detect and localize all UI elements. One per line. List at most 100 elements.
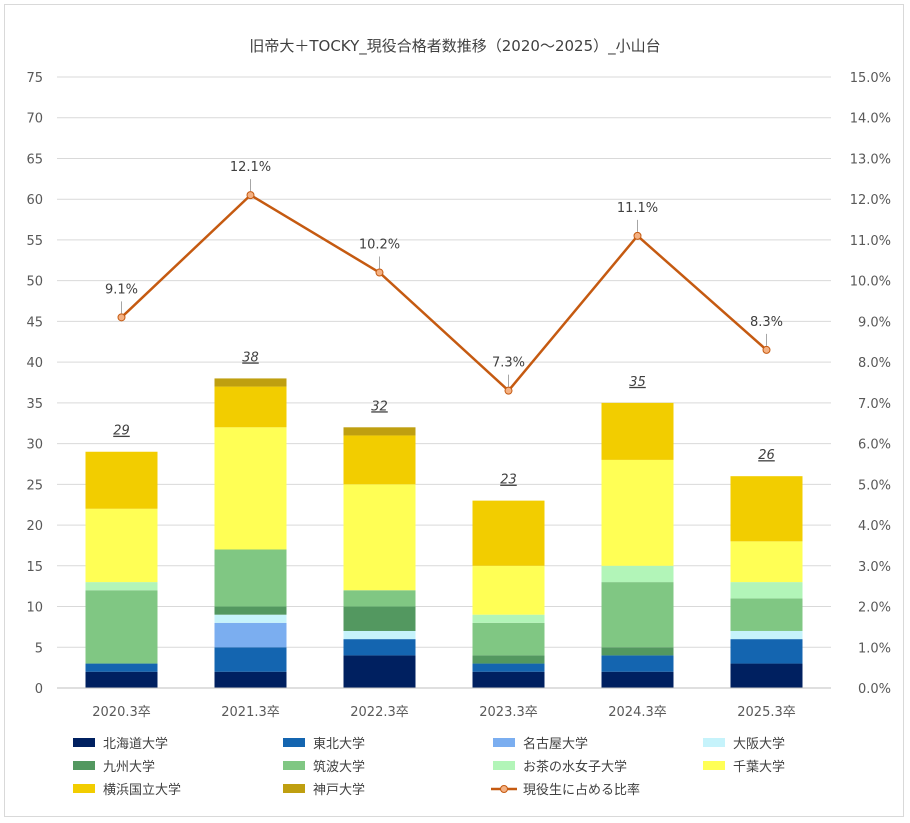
legend-swatch xyxy=(283,738,305,747)
bar-segment xyxy=(601,647,674,656)
y2-tick-label: 3.0% xyxy=(858,560,891,575)
y2-tick-label: 4.0% xyxy=(858,519,891,534)
bar-segment xyxy=(730,598,803,631)
legend-swatch xyxy=(703,761,725,770)
y2-tick-label: 11.0% xyxy=(850,234,891,249)
bar-segment xyxy=(472,614,545,623)
bar-segment xyxy=(214,614,287,623)
bar-total-label: 23 xyxy=(500,473,517,488)
y2-tick-label: 2.0% xyxy=(858,601,891,616)
y-tick-label: 5 xyxy=(35,641,43,656)
legend-swatch xyxy=(703,738,725,747)
legend-swatch xyxy=(73,761,95,770)
bar-segment xyxy=(343,435,416,485)
y-tick-label: 30 xyxy=(26,438,43,453)
legend-item: 大阪大学 xyxy=(703,736,785,752)
legend-item: お茶の水女子大学 xyxy=(493,759,627,775)
x-axis: 2020.3卒 2021.3卒 2022.3卒 2023.3卒 2024.3卒 2025.… xyxy=(57,687,831,720)
y2-tick-label: 7.0% xyxy=(858,397,891,412)
y-tick-label: 15 xyxy=(26,560,43,575)
bar-total-label: 26 xyxy=(758,448,775,463)
ratio-point xyxy=(375,268,384,277)
chart-svg: 旧帝大＋TOCKY_現役合格者数推移（2020～2025）_小山台 0 5 10 15… xyxy=(26,37,891,798)
bar-segment xyxy=(601,459,674,566)
x-tick-label: 2025.3卒 xyxy=(737,705,796,720)
ratio-data-label: 9.1% xyxy=(105,282,138,297)
y-tick-label: 10 xyxy=(26,601,43,616)
y2-tick-label: 6.0% xyxy=(858,438,891,453)
legend-label: 筑波大学 xyxy=(313,759,365,775)
bar-segment xyxy=(85,508,158,583)
y-tick-label: 20 xyxy=(26,519,43,534)
ratio-data-label: 7.3% xyxy=(492,356,525,371)
legend-item: 北海道大学 xyxy=(73,736,168,752)
bar-segment xyxy=(343,655,416,688)
ratio-point xyxy=(633,231,642,240)
x-tick-label: 2023.3卒 xyxy=(479,705,538,720)
y2-tick-label: 0.0% xyxy=(858,682,891,697)
legend-item: 神戸大学 xyxy=(283,782,365,798)
legend-swatch xyxy=(283,784,305,793)
bar-segment xyxy=(214,647,287,672)
bar-totals: 29 38 32 23 35 26 xyxy=(113,350,775,487)
bar-segment xyxy=(730,541,803,583)
ratio-line-path xyxy=(120,193,768,392)
legend-item: 千葉大学 xyxy=(703,759,785,775)
legend-swatch-marker xyxy=(500,785,508,793)
y-axis-right: 0.0% 1.0% 2.0% 3.0% 4.0% 5.0% 6.0% 7.0% 8.0% 9.0%… xyxy=(850,71,891,697)
legend-item: 横浜国立大学 xyxy=(73,782,181,798)
bar-total-label: 32 xyxy=(371,399,388,414)
bar-segment xyxy=(85,671,158,688)
chart-frame: 旧帝大＋TOCKY_現役合格者数推移（2020～2025）_小山台 0 5 10 15… xyxy=(4,4,904,817)
legend-item: 九州大学 xyxy=(73,759,155,775)
y-tick-label: 65 xyxy=(26,152,43,167)
legend-label: 現役生に占める比率 xyxy=(523,782,640,798)
y-tick-label: 50 xyxy=(26,275,43,290)
x-tick-label: 2022.3卒 xyxy=(350,705,409,720)
bar-segment xyxy=(601,402,674,460)
legend-item: 名古屋大学 xyxy=(493,736,588,752)
bar-segment xyxy=(214,378,287,387)
legend-label: 名古屋大学 xyxy=(523,736,588,752)
bar-segment xyxy=(730,582,803,599)
legend-label: お茶の水女子大学 xyxy=(523,759,627,775)
x-tick-label: 2021.3卒 xyxy=(221,705,280,720)
ratio-data-label: 8.3% xyxy=(750,315,783,330)
y-tick-label: 0 xyxy=(35,682,43,697)
bar-segment xyxy=(472,663,545,672)
legend-item: 現役生に占める比率 xyxy=(491,782,640,798)
legend-label: 神戸大学 xyxy=(313,782,365,798)
ratio-point xyxy=(762,345,771,354)
y2-tick-label: 9.0% xyxy=(858,315,891,330)
bar-total-label: 29 xyxy=(113,424,130,439)
bar-segment xyxy=(472,565,545,615)
stacked-bars xyxy=(85,378,803,688)
legend-label: 千葉大学 xyxy=(733,759,785,775)
legend-label: 大阪大学 xyxy=(733,736,785,752)
bar-segment xyxy=(343,590,416,607)
bar-segment xyxy=(730,476,803,542)
y2-tick-label: 5.0% xyxy=(858,478,891,493)
bar-segment xyxy=(343,427,416,436)
legend-label: 横浜国立大学 xyxy=(103,782,181,798)
bar-segment xyxy=(601,671,674,688)
y-tick-label: 60 xyxy=(26,193,43,208)
legend-label: 北海道大学 xyxy=(103,736,168,752)
y-tick-label: 45 xyxy=(26,315,43,330)
legend-swatch xyxy=(283,761,305,770)
bar-segment xyxy=(472,622,545,656)
legend-item: 東北大学 xyxy=(283,736,365,752)
y-tick-label: 40 xyxy=(26,356,43,371)
bar-segment xyxy=(472,500,545,566)
y-axis-left: 0 5 10 15 20 25 30 35 40 45 50 55 60 65 70 75 xyxy=(26,71,43,697)
legend-label: 東北大学 xyxy=(313,736,365,752)
bar-segment xyxy=(730,630,803,640)
bar-segment xyxy=(601,565,674,583)
bar-segment xyxy=(214,622,287,648)
bar-segment xyxy=(214,671,287,688)
ratio-point xyxy=(504,386,513,395)
bar-segment xyxy=(343,630,416,640)
y-tick-label: 70 xyxy=(26,112,43,127)
ratio-point xyxy=(117,313,126,322)
ratio-point xyxy=(246,191,255,200)
